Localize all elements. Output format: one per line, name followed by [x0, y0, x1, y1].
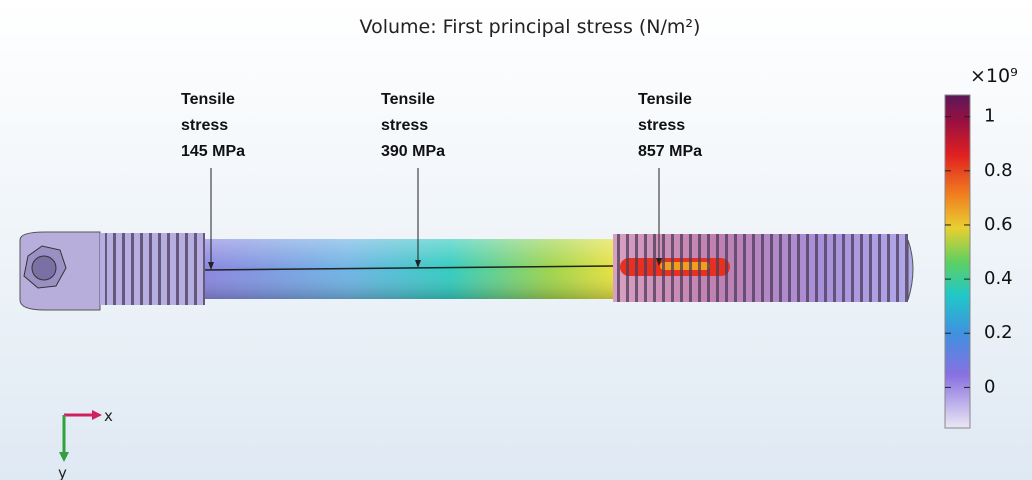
axes-triad: x y	[58, 407, 113, 480]
annotation-line: stress	[638, 117, 685, 134]
colorbar	[944, 94, 971, 429]
screw-tip	[907, 239, 914, 301]
annotation-line: Tensile	[381, 91, 435, 108]
tick-label: 0.2	[984, 322, 1013, 343]
annotation-line: stress	[381, 117, 428, 134]
x-arrowhead	[92, 410, 102, 420]
y-arrowhead	[59, 452, 69, 462]
annotations: Tensile stress 145 MPa Tensile stress 390 MPa…	[181, 91, 702, 270]
title: Volume: First principal stress (N/m²)	[360, 16, 701, 38]
arrowhead	[415, 260, 421, 268]
arrowhead	[208, 262, 214, 270]
annotation-line: 857 MPa	[638, 143, 702, 160]
tick-label: 0	[984, 376, 995, 397]
screw	[19, 231, 914, 311]
arrowhead	[656, 258, 662, 266]
y-axis-label: y	[58, 464, 67, 480]
tick-label: 0.6	[984, 214, 1013, 235]
annotation-line: Tensile	[181, 91, 235, 108]
proximal-thread-lines	[105, 233, 205, 305]
annotation-line: stress	[181, 117, 228, 134]
colorbar-ticks: 0 0.2 0.4 0.6 0.8 1	[945, 106, 1013, 397]
colorbar-multiplier: ×10⁹	[970, 65, 1018, 87]
x-axis-label: x	[104, 407, 113, 425]
distal-thread-lines	[613, 234, 908, 302]
annotation-line: 145 MPa	[181, 143, 245, 160]
tick-label: 1	[984, 106, 995, 127]
annotation-line: Tensile	[638, 91, 692, 108]
annotation-line: 390 MPa	[381, 143, 445, 160]
centerline	[204, 265, 614, 271]
socket-bore	[31, 255, 57, 281]
tick-label: 0.4	[984, 268, 1013, 289]
tick-label: 0.8	[984, 160, 1013, 181]
